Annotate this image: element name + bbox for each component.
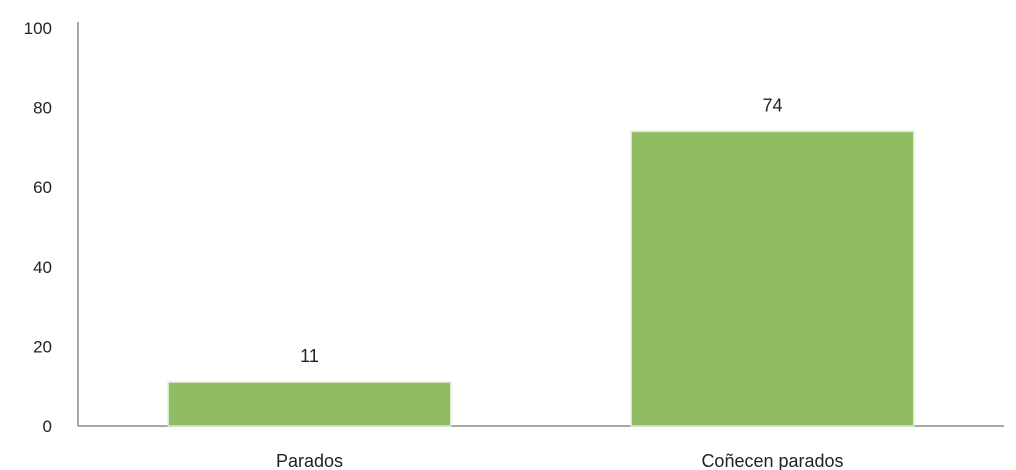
category-labels-group: Parados Coñecen parados bbox=[276, 451, 844, 470]
y-tick-label-0: 0 bbox=[43, 417, 52, 436]
y-tick-label-100: 100 bbox=[24, 19, 52, 38]
category-label-parados: Parados bbox=[276, 451, 343, 470]
bar-parados bbox=[167, 381, 452, 427]
y-tick-label-40: 40 bbox=[33, 258, 52, 277]
bars-group bbox=[167, 130, 915, 427]
y-tick-label-20: 20 bbox=[33, 337, 52, 356]
y-tick-label-80: 80 bbox=[33, 99, 52, 118]
category-label-con-ecen-parados: Coñecen parados bbox=[701, 451, 843, 470]
y-tick-label-60: 60 bbox=[33, 178, 52, 197]
data-label-con-ecen-parados: 74 bbox=[762, 95, 782, 115]
bar-con-ecen-parados bbox=[630, 130, 915, 427]
data-label-parados: 11 bbox=[300, 346, 319, 366]
y-axis-ticks: 0 20 40 60 80 100 bbox=[24, 19, 52, 436]
data-labels-group: 11 74 bbox=[300, 95, 782, 366]
